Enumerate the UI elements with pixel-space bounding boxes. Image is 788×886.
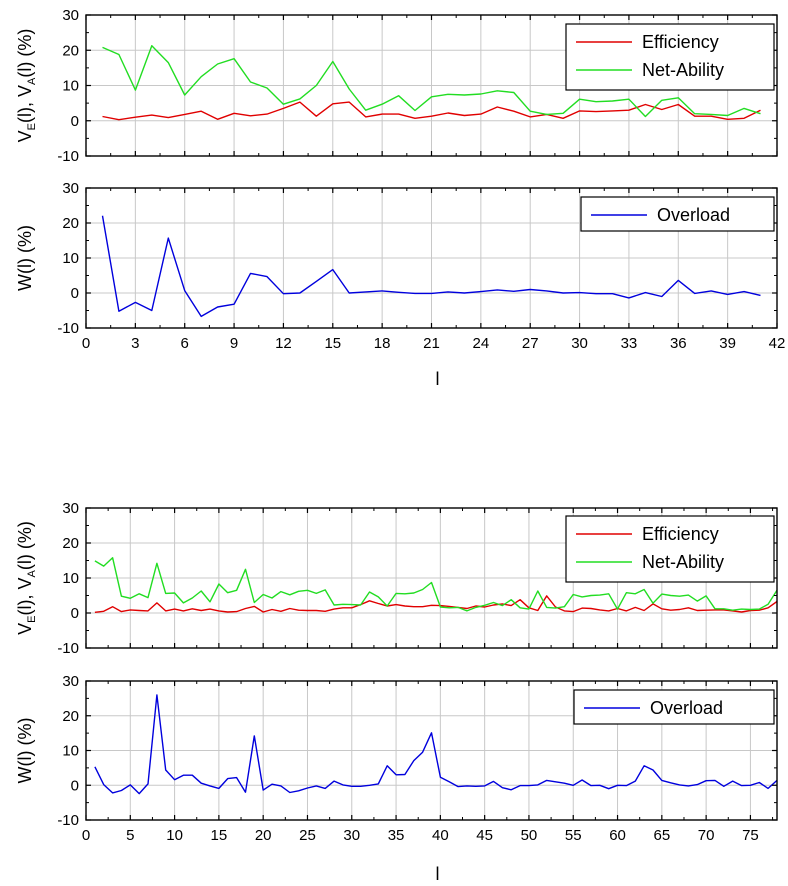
y-tick-label: 30 [62,7,79,24]
x-tick-label: 27 [522,335,539,352]
x-tick-label: 18 [374,335,391,352]
x-tick-label: 12 [275,335,292,352]
legend-label-efficiency: Efficiency [642,524,719,544]
y-tick-label: -10 [57,148,79,165]
legend-label-efficiency: Efficiency [642,32,719,52]
x-tick-label: 39 [719,335,736,352]
legend-label-overload: Overload [657,205,730,225]
series-line-net-ability [102,45,761,118]
y-tick-label: 30 [62,500,79,517]
y-axis-label: VE(l), VA(l) (%) [15,29,38,143]
y-axis-label-part: (l), V [15,85,35,123]
chart-panel-3: -10 0 10 20 30 VE(l), VA(l) (%) Efficiency Net-… [15,500,778,657]
x-tick-label: 0 [82,827,90,844]
x-tick-label: 45 [476,827,493,844]
x-tick-label: 9 [230,335,238,352]
x-tick-label: 0 [82,335,90,352]
y-axis-label-part: V [15,130,35,142]
legend-box [565,515,775,583]
x-axis-label: l [436,864,440,884]
legend-label-net-ability: Net-Ability [642,552,724,572]
x-tick-label: 65 [653,827,670,844]
x-tick-label: 20 [255,827,272,844]
y-tick-label: 20 [62,535,79,552]
x-tick-label: 70 [698,827,715,844]
x-tick-label: 33 [621,335,638,352]
y-tick-label: 30 [62,673,79,690]
legend: Overload [573,689,775,725]
series-line-overload [101,215,761,318]
x-tick-label: 30 [343,827,360,844]
y-tick-label: -10 [57,812,79,829]
grid-lines [86,188,777,328]
y-tick-label: 0 [71,113,79,130]
x-tick-label: 35 [388,827,405,844]
y-axis-label-subscript: A [26,77,38,85]
y-tick-label: 30 [62,180,79,197]
y-axis-label-part: (l) (%) [15,29,35,78]
series-line-efficiency [94,595,778,613]
y-axis-label-part: V [15,623,35,635]
x-tick-label: 75 [742,827,759,844]
chart-panel-2: 0 3 6 9 12 15 18 21 24 27 30 33 36 39 42-100102030W(l)… [15,180,785,389]
x-tick-label: 15 [324,335,341,352]
x-axis-label: l [436,369,440,389]
chart-panel-1: -10 0 10 20 30 VE(l), VA(l) (%) Efficiency Net-… [15,7,778,165]
y-tick-label: 20 [62,708,79,725]
y-axis-label-subscript: A [26,569,38,577]
y-axis-label-subscript: E [26,123,38,130]
x-tick-label: 10 [166,827,183,844]
grid-lines [86,681,777,820]
y-tick-label: 10 [62,78,79,95]
y-tick-label: 20 [62,42,79,59]
x-tick-label: 50 [521,827,538,844]
y-tick-label: 0 [71,605,79,622]
x-tick-label: 25 [299,827,316,844]
series-line-efficiency [102,101,761,121]
legend: Efficiency Net-Ability [565,23,775,91]
y-tick-label: 10 [62,570,79,587]
y-tick-label: -10 [57,640,79,657]
x-tick-label: 30 [571,335,588,352]
y-tick-label: -10 [57,320,79,337]
y-axis-label-part: (l) (%) [15,521,35,570]
y-tick-label: 10 [62,250,79,267]
x-tick-label: 15 [211,827,228,844]
legend: Efficiency Net-Ability [565,515,775,583]
y-tick-label: 0 [71,285,79,302]
y-axis-label-subscript: E [26,615,38,622]
x-tick-label: 6 [181,335,189,352]
legend-box [573,689,775,725]
y-axis-label: W(l) (%) [15,225,35,291]
x-tick-label: 36 [670,335,687,352]
x-tick-label: 24 [473,335,490,352]
y-tick-label: 20 [62,215,79,232]
legend: Overload [580,196,775,232]
legend-label-net-ability: Net-Ability [642,60,724,80]
chart-panel-4: 0 5 10 15 20 25 30 35 40 45 50 55 60 65 70 75-100102030… [15,673,778,884]
legend-label-overload: Overload [650,698,723,718]
legend-box [580,196,775,232]
x-tick-label: 5 [126,827,134,844]
x-tick-label: 55 [565,827,582,844]
x-tick-label: 21 [423,335,440,352]
y-axis-label: VE(l), VA(l) (%) [15,521,38,635]
x-tick-label: 3 [131,335,139,352]
legend-box [565,23,775,91]
y-tick-label: 10 [62,743,79,760]
y-tick-label: 0 [71,777,79,794]
series-line-net-ability [94,557,778,612]
x-tick-label: 60 [609,827,626,844]
y-axis-label-part: (l), V [15,577,35,615]
x-tick-label: 42 [769,335,786,352]
y-axis-label: W(l) (%) [15,718,35,784]
series-line-overload [94,694,778,795]
x-tick-label: 40 [432,827,449,844]
